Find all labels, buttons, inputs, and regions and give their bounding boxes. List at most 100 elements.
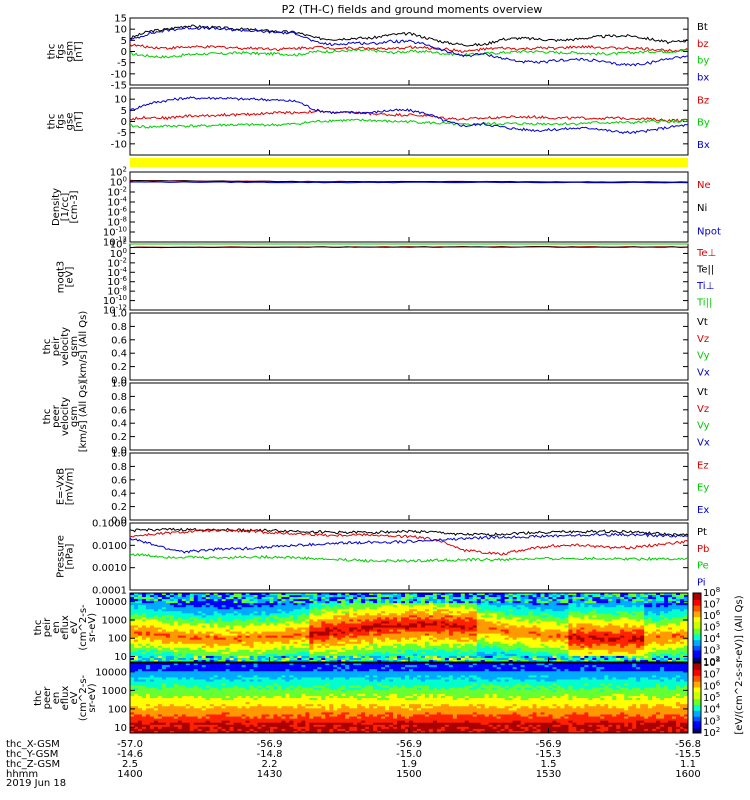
heatmap-cell [225, 605, 231, 608]
y-tick-label: 0.8 [111, 392, 127, 403]
heatmap-cell [337, 653, 342, 657]
heatmap-cell [317, 611, 322, 614]
heatmap-cell [273, 601, 278, 604]
heatmap-cell [285, 621, 290, 624]
heatmap-cell [576, 607, 581, 610]
heatmap-cell [177, 639, 183, 643]
heatmap-cell [520, 601, 525, 604]
heatmap-cell [381, 595, 386, 598]
heatmap-cell [488, 609, 494, 612]
heatmap-cell [373, 601, 378, 604]
heatmap-cell [516, 633, 521, 637]
heatmap-cell [468, 621, 474, 624]
heatmap-cell [656, 635, 661, 639]
heatmap-cell [516, 647, 521, 651]
heatmap-cell [504, 627, 510, 630]
heatmap-cell [640, 649, 645, 653]
heatmap-cell [357, 617, 362, 620]
heatmap-cell [245, 623, 250, 626]
heatmap-cell [624, 615, 629, 618]
heatmap-cell [173, 643, 179, 647]
heatmap-cell [369, 647, 374, 651]
heatmap-cell [165, 629, 171, 632]
heatmap-cell [452, 645, 458, 649]
heatmap-cell [648, 615, 653, 618]
heatmap-cell [496, 593, 502, 596]
heatmap-cell [424, 595, 430, 598]
heatmap-cell [341, 649, 346, 653]
heatmap-cell [130, 649, 135, 653]
heatmap-cell [305, 599, 310, 602]
heatmap-cell [568, 613, 573, 616]
heatmap-cell [277, 613, 282, 616]
heatmap-cell [281, 609, 286, 612]
heatmap-cell [329, 651, 334, 655]
heatmap-cell [648, 645, 653, 649]
heatmap-cell [428, 597, 434, 600]
heatmap-cell [249, 649, 254, 653]
y-tick-label: 102 [110, 166, 127, 179]
heatmap-cell [341, 607, 346, 610]
heatmap-cell [293, 623, 298, 626]
heatmap-cell [588, 659, 593, 663]
heatmap-cell [229, 627, 235, 630]
heatmap-cell [249, 595, 254, 598]
heatmap-cell [560, 623, 565, 626]
heatmap-cell [600, 615, 605, 618]
heatmap-cell [173, 637, 179, 641]
heatmap-cell [572, 645, 577, 649]
heatmap-cell [536, 605, 541, 608]
heatmap-cell [149, 623, 155, 626]
heatmap-cell [560, 617, 565, 620]
heatmap-cell [540, 651, 545, 655]
heatmap-cell [149, 601, 155, 604]
heatmap-cell [213, 627, 219, 630]
heatmap-cell [504, 617, 510, 620]
heatmap-cell [157, 601, 163, 604]
heatmap-cell [648, 609, 653, 612]
y-tick-label: 1.0 [111, 379, 127, 390]
heatmap-cell [440, 595, 446, 598]
heatmap-cell [520, 603, 525, 606]
heatmap-cell [636, 625, 641, 628]
heatmap-cell [628, 659, 633, 663]
heatmap-cell [269, 601, 274, 604]
heatmap-cell [556, 639, 561, 643]
heatmap-cell [536, 625, 541, 628]
heatmap-cell [420, 619, 426, 622]
heatmap-cell [377, 645, 382, 649]
heatmap-cell [620, 607, 625, 610]
heatmap-cell [512, 603, 518, 606]
heatmap-cell [436, 657, 442, 661]
heatmap-cell [608, 617, 613, 620]
y-tick-label: 0.8 [111, 322, 127, 333]
heatmap-cell [269, 637, 274, 641]
heatmap-cell [297, 641, 302, 645]
series-line-fgs-gsm-2 [129, 48, 689, 59]
heatmap-cell [273, 629, 278, 632]
heatmap-cell [137, 639, 143, 643]
heatmap-cell [329, 619, 334, 622]
heatmap-cell [281, 613, 286, 616]
heatmap-cell [628, 643, 633, 647]
heatmap-cell [309, 603, 314, 606]
heatmap-cell [508, 655, 514, 659]
heatmap-cell [345, 639, 350, 643]
heatmap-cell [405, 609, 410, 612]
heatmap-cell [648, 623, 653, 626]
heatmap-cell [377, 639, 382, 643]
heatmap-cell [405, 627, 410, 630]
heatmap-cell [512, 651, 518, 655]
heatmap-cell [141, 625, 147, 628]
heatmap-cell [644, 647, 649, 651]
heatmap-cell [600, 645, 605, 649]
heatmap-cell [452, 651, 458, 655]
heatmap-cell [428, 643, 434, 647]
heatmap-cell [680, 629, 685, 632]
heatmap-cell [197, 627, 203, 630]
heatmap-cell [568, 609, 573, 612]
heatmap-cell [556, 633, 561, 637]
heatmap-cell [225, 629, 231, 632]
heatmap-cell [221, 625, 227, 628]
heatmap-cell [552, 631, 557, 634]
